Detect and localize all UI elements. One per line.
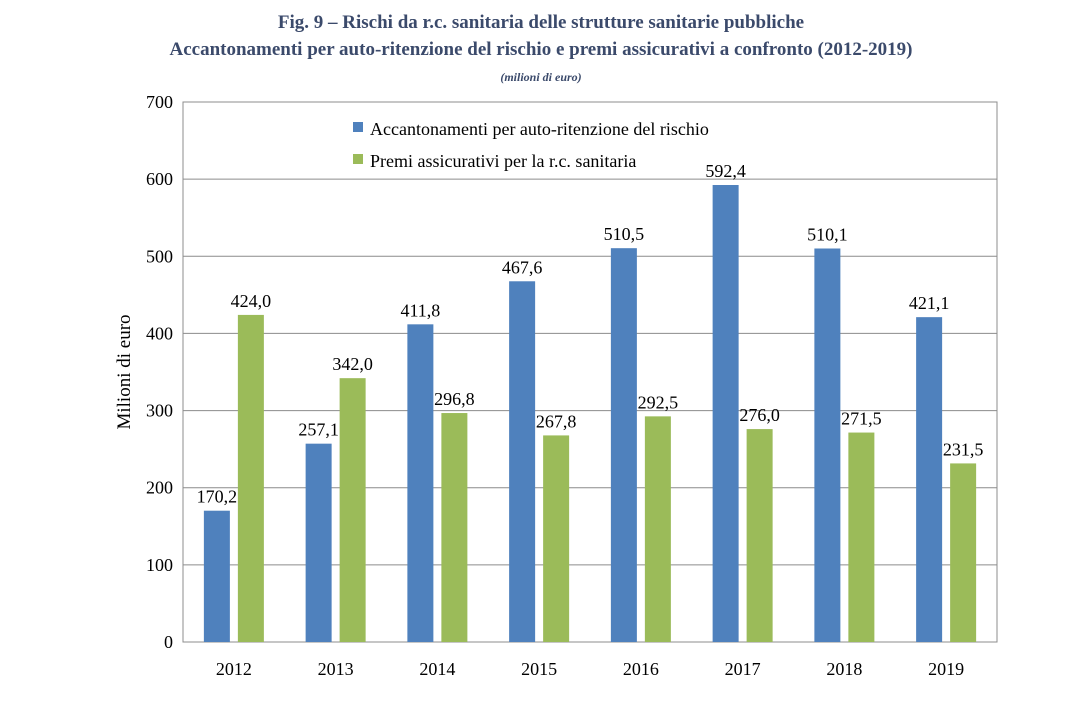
data-label: 411,8 bbox=[400, 300, 440, 320]
x-tick-label: 2014 bbox=[419, 659, 455, 679]
x-tick-label: 2016 bbox=[623, 659, 659, 679]
x-tick-label: 2015 bbox=[521, 659, 557, 679]
y-tick-label: 500 bbox=[146, 246, 173, 266]
data-label: 231,5 bbox=[943, 439, 984, 459]
legend-swatch bbox=[353, 122, 363, 132]
bar-accantonamenti bbox=[509, 281, 536, 642]
y-tick-label: 700 bbox=[146, 92, 173, 112]
x-tick-label: 2018 bbox=[826, 659, 862, 679]
data-label: 276,0 bbox=[739, 405, 780, 425]
y-tick-label: 100 bbox=[146, 555, 173, 575]
bar-premi bbox=[441, 413, 468, 642]
chart-subtitle: Accantonamenti per auto-ritenzione del r… bbox=[169, 39, 913, 60]
y-tick-label: 300 bbox=[146, 401, 173, 421]
x-tick-label: 2013 bbox=[318, 659, 354, 679]
legend-label: Accantonamenti per auto-ritenzione del r… bbox=[370, 119, 709, 139]
bar-premi bbox=[746, 429, 773, 642]
y-tick-label: 400 bbox=[146, 323, 173, 343]
legend-label: Premi assicurativi per la r.c. sanitaria bbox=[370, 151, 636, 171]
x-tick-label: 2019 bbox=[928, 659, 964, 679]
data-label: 424,0 bbox=[231, 291, 272, 311]
x-tick-label: 2017 bbox=[725, 659, 761, 679]
data-label: 257,1 bbox=[298, 420, 339, 440]
bar-accantonamenti bbox=[916, 317, 943, 642]
bar-premi bbox=[644, 416, 671, 642]
data-label: 271,5 bbox=[841, 409, 882, 429]
bar-accantonamenti bbox=[407, 324, 434, 642]
y-tick-label: 0 bbox=[164, 632, 173, 652]
data-label: 510,5 bbox=[604, 224, 645, 244]
data-label: 421,1 bbox=[909, 293, 950, 313]
x-tick-label: 2012 bbox=[216, 659, 252, 679]
plot-frame bbox=[182, 101, 998, 643]
data-label: 592,4 bbox=[705, 161, 746, 181]
bar-accantonamenti bbox=[305, 443, 332, 642]
bar-premi bbox=[543, 435, 570, 642]
chart-title: Fig. 9 – Rischi da r.c. sanitaria delle … bbox=[277, 12, 805, 33]
unit-note: (milioni di euro) bbox=[500, 70, 582, 84]
bar-accantonamenti bbox=[610, 248, 637, 642]
data-label: 342,0 bbox=[332, 354, 373, 374]
y-tick-label: 200 bbox=[146, 478, 173, 498]
bar-premi bbox=[339, 378, 366, 642]
legend-swatch bbox=[353, 154, 363, 164]
bar-accantonamenti bbox=[203, 510, 230, 642]
y-tick-label: 600 bbox=[146, 169, 173, 189]
bar-premi bbox=[237, 314, 264, 642]
data-label: 267,8 bbox=[536, 411, 577, 431]
bar-premi bbox=[848, 432, 875, 642]
data-label: 170,2 bbox=[197, 487, 238, 507]
bar-premi bbox=[950, 463, 977, 642]
bar-accantonamenti bbox=[712, 185, 739, 642]
bar-accantonamenti bbox=[814, 248, 841, 642]
data-label: 292,5 bbox=[638, 392, 679, 412]
y-axis-label: Milioni di euro bbox=[114, 314, 135, 429]
data-label: 296,8 bbox=[434, 389, 475, 409]
data-label: 510,1 bbox=[807, 224, 848, 244]
data-label: 467,6 bbox=[502, 257, 543, 277]
